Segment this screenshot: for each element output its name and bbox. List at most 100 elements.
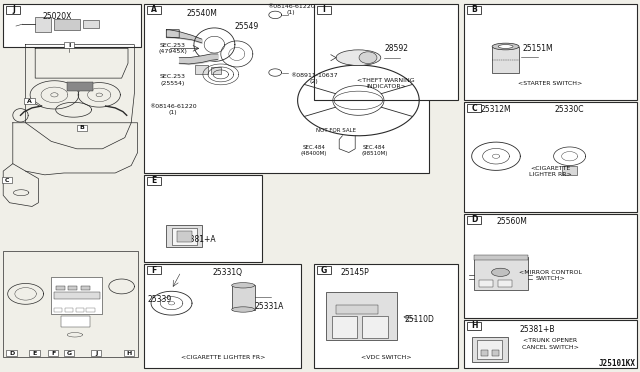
Bar — [467, 6, 481, 14]
Text: 25330C: 25330C — [555, 105, 584, 114]
Bar — [332, 316, 357, 338]
Ellipse shape — [232, 283, 255, 288]
Text: J: J — [95, 351, 97, 356]
Bar — [472, 337, 508, 362]
Bar — [481, 350, 488, 356]
Text: SEC.253
(47945X): SEC.253 (47945X) — [158, 43, 188, 54]
Bar — [64, 350, 74, 356]
Bar — [76, 308, 84, 312]
Bar — [464, 214, 637, 318]
Text: B: B — [472, 5, 477, 14]
Bar — [124, 350, 134, 356]
Text: J25101KX: J25101KX — [598, 359, 636, 368]
Text: SEC.253
(25554): SEC.253 (25554) — [160, 74, 186, 86]
Text: 25151M: 25151M — [522, 44, 553, 53]
Text: B: B — [79, 125, 84, 131]
Bar — [477, 340, 502, 359]
Text: 28592: 28592 — [385, 44, 409, 53]
Ellipse shape — [232, 307, 255, 312]
Bar — [54, 292, 100, 299]
Text: 25381+A: 25381+A — [180, 235, 216, 244]
Polygon shape — [166, 30, 179, 38]
Text: 25549: 25549 — [234, 22, 259, 31]
Bar — [3, 4, 141, 46]
Bar — [232, 285, 255, 310]
Text: <TRUNK OPENER
CANCEL SWITCH>: <TRUNK OPENER CANCEL SWITCH> — [522, 339, 579, 350]
Text: C: C — [472, 104, 477, 113]
Text: 25331A: 25331A — [254, 302, 284, 311]
Bar — [144, 175, 262, 262]
Bar — [467, 104, 481, 112]
Bar — [144, 264, 301, 368]
Text: A: A — [27, 99, 32, 104]
Bar — [3, 251, 138, 357]
Text: 25339: 25339 — [148, 295, 172, 304]
Bar — [336, 305, 378, 314]
Text: D: D — [471, 215, 477, 224]
Text: I: I — [68, 43, 70, 48]
Text: 25020X: 25020X — [43, 12, 72, 21]
Bar — [67, 82, 93, 91]
Bar — [144, 4, 429, 173]
Bar — [467, 322, 481, 330]
Bar — [147, 6, 161, 14]
Text: A: A — [151, 5, 157, 14]
Text: 25145P: 25145P — [341, 268, 369, 277]
Text: F: F — [51, 351, 55, 356]
Bar — [467, 216, 481, 224]
Bar — [35, 17, 51, 32]
Bar — [177, 231, 192, 242]
Text: 25110D: 25110D — [404, 315, 434, 324]
Text: G: G — [67, 351, 72, 356]
Bar — [6, 350, 17, 356]
Text: J: J — [12, 5, 15, 14]
Bar — [314, 4, 458, 100]
Text: C: C — [4, 177, 10, 183]
Bar — [147, 266, 161, 274]
Bar — [54, 19, 80, 30]
Bar — [211, 67, 221, 74]
Text: ®08146-61220
(1): ®08146-61220 (1) — [149, 104, 196, 115]
Bar — [492, 350, 499, 356]
Bar — [61, 316, 90, 327]
Text: 25560M: 25560M — [497, 217, 527, 226]
Text: <STARTER SWITCH>: <STARTER SWITCH> — [518, 81, 582, 86]
Bar — [172, 228, 197, 245]
Bar — [474, 257, 528, 290]
Text: <CIGARETTE
LIGHTER RR>: <CIGARETTE LIGHTER RR> — [529, 166, 572, 177]
Text: <CIGARETTE LIGHTER FR>: <CIGARETTE LIGHTER FR> — [180, 355, 265, 360]
Bar — [562, 166, 577, 175]
Bar — [464, 4, 637, 100]
Bar — [474, 255, 528, 260]
Bar — [24, 98, 35, 104]
Text: D: D — [9, 351, 14, 356]
Bar — [68, 286, 77, 290]
Bar — [464, 320, 637, 368]
Bar — [54, 308, 62, 312]
Bar — [6, 6, 20, 14]
Text: <VDC SWITCH>: <VDC SWITCH> — [361, 355, 411, 360]
Bar — [317, 266, 331, 274]
Text: ®08911-10637
(2): ®08911-10637 (2) — [290, 73, 337, 84]
Bar — [86, 308, 95, 312]
Text: <MIRROR CONTROL
SWITCH>: <MIRROR CONTROL SWITCH> — [519, 270, 582, 281]
Text: E: E — [33, 351, 36, 356]
Text: SEC.484
(98510M): SEC.484 (98510M) — [361, 145, 388, 156]
Text: H: H — [126, 351, 131, 356]
Text: I: I — [323, 5, 325, 14]
Bar — [492, 46, 519, 73]
Bar — [326, 292, 397, 340]
Ellipse shape — [492, 43, 519, 50]
Bar — [29, 350, 40, 356]
Bar — [362, 316, 388, 338]
Bar — [195, 65, 208, 74]
Bar — [166, 225, 202, 247]
Bar — [65, 308, 73, 312]
Bar — [147, 177, 161, 185]
Bar — [83, 20, 99, 28]
Bar — [464, 102, 637, 212]
Text: 25312M: 25312M — [481, 105, 511, 114]
Bar — [498, 280, 512, 287]
Bar — [91, 350, 101, 356]
Text: 25540M: 25540M — [186, 9, 217, 17]
